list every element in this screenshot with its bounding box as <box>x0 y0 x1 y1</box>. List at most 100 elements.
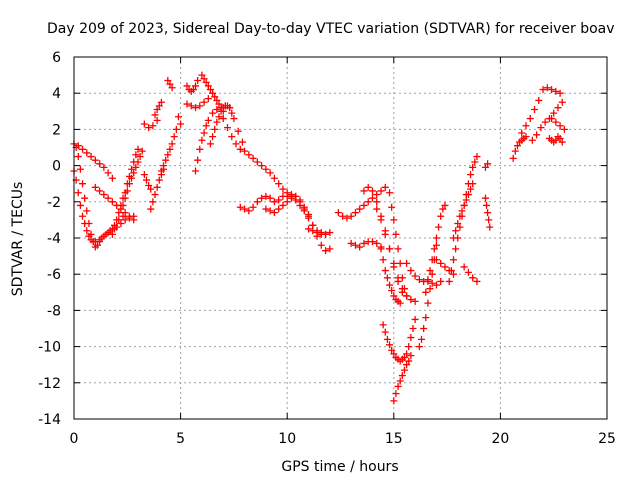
data-point-track-h-2 <box>149 122 157 130</box>
data-point-track-z-0 <box>373 205 381 213</box>
series-track-m <box>174 113 185 128</box>
data-point-track-ar-0 <box>548 115 556 123</box>
data-point-track-aj-1 <box>452 227 460 235</box>
data-point-track-ar-3 <box>560 125 568 133</box>
data-point-track-y-3 <box>373 198 381 206</box>
data-point-track-d-1 <box>96 187 104 195</box>
data-point-track-t-1 <box>241 205 249 213</box>
data-point-track-n-3 <box>189 86 197 94</box>
data-point-track-u-6 <box>287 194 295 202</box>
data-point-track-an-0 <box>509 154 517 162</box>
data-point-track-aj-3 <box>456 212 464 220</box>
data-point-track-t-9 <box>275 196 283 204</box>
series-track-ag <box>422 201 449 296</box>
data-point-track-ao-0 <box>518 129 526 137</box>
data-point-track-ab-4 <box>394 245 402 253</box>
series-track-b <box>70 167 138 246</box>
y-tick-label-0: 0 <box>52 159 61 175</box>
data-point-track-ak-1 <box>464 268 472 276</box>
data-point-track-ai-5 <box>456 223 464 231</box>
series-track-f <box>119 147 146 209</box>
series-track-ao <box>518 84 564 137</box>
data-point-track-ae-7 <box>432 281 440 289</box>
data-point-track-w-6 <box>360 201 368 209</box>
data-point-track-z-8 <box>407 296 415 304</box>
data-point-track-x-6 <box>373 239 381 247</box>
data-point-track-o-3 <box>196 102 204 110</box>
data-point-track-ab-1 <box>388 203 396 211</box>
data-point-track-c-6 <box>100 163 108 171</box>
y-tick-label-4: 4 <box>52 86 61 102</box>
data-point-track-aa-9 <box>396 299 404 307</box>
series-track-x <box>347 238 385 251</box>
data-point-track-ac-1 <box>392 390 400 398</box>
data-point-track-s-6 <box>245 151 253 159</box>
data-point-track-ai-2 <box>449 256 457 264</box>
data-point-track-l-2 <box>168 84 176 92</box>
data-point-track-ae-0 <box>403 259 411 267</box>
data-point-track-x-5 <box>368 238 376 246</box>
data-point-track-ai-12 <box>471 158 479 166</box>
data-point-track-c-1 <box>79 145 87 153</box>
series-track-w <box>334 183 389 222</box>
x-tick-label-20: 20 <box>491 431 509 447</box>
data-point-track-p-3 <box>198 136 206 144</box>
data-point-track-p-7 <box>209 109 217 117</box>
data-point-track-m-0 <box>174 113 182 121</box>
data-point-track-u-14 <box>322 247 330 255</box>
data-point-track-ap-3 <box>541 118 549 126</box>
series-track-al <box>481 194 494 231</box>
data-point-track-u-9 <box>300 203 308 211</box>
data-point-track-ao-3 <box>531 105 539 113</box>
data-point-track-e-12 <box>134 145 142 153</box>
data-point-track-al-2 <box>484 209 492 217</box>
data-point-track-s-7 <box>249 154 257 162</box>
data-point-track-t-4 <box>253 198 261 206</box>
data-point-track-ab-8 <box>403 292 411 300</box>
series-track-l <box>164 77 176 92</box>
data-point-track-aa-4 <box>386 281 394 289</box>
data-point-track-v-0 <box>305 225 313 233</box>
data-point-track-y-1 <box>364 183 372 191</box>
data-point-track-q-7 <box>213 96 221 104</box>
data-point-track-ad-5 <box>390 350 398 358</box>
data-point-track-b-6 <box>83 227 91 235</box>
data-point-track-aa-5 <box>388 286 396 294</box>
data-point-track-ap-0 <box>528 136 536 144</box>
data-point-track-g-0 <box>140 171 148 179</box>
data-point-track-h-3 <box>153 116 161 124</box>
data-point-track-ag-5 <box>432 234 440 242</box>
data-point-track-g-2 <box>145 182 153 190</box>
data-point-track-c-8 <box>108 174 116 182</box>
series-track-an <box>509 133 530 162</box>
data-point-track-ak-2 <box>469 274 477 282</box>
data-point-track-t-3 <box>249 203 257 211</box>
data-point-track-x-2 <box>356 243 364 251</box>
y-tick-label--8: -8 <box>47 303 61 319</box>
data-point-track-u-13 <box>317 241 325 249</box>
data-point-track-o-4 <box>200 98 208 106</box>
data-point-track-z-9 <box>411 297 419 305</box>
data-point-track-ag-1 <box>424 277 432 285</box>
data-point-track-af-1 <box>418 335 426 343</box>
data-point-track-ap-6 <box>554 104 562 112</box>
data-point-track-r-9 <box>226 104 234 112</box>
data-point-track-i-2 <box>151 191 159 199</box>
data-point-track-an-1 <box>511 147 519 155</box>
data-point-track-b-16 <box>117 220 125 228</box>
data-point-track-aa-3 <box>383 274 391 282</box>
data-point-track-ah-1 <box>437 259 445 267</box>
data-point-track-s-0 <box>219 115 227 123</box>
data-point-track-ag-7 <box>437 212 445 220</box>
data-point-track-ao-5 <box>539 86 547 94</box>
data-point-track-p-5 <box>202 122 210 130</box>
data-point-track-ah-2 <box>441 263 449 271</box>
data-point-track-am-1 <box>484 160 492 168</box>
data-point-track-ad-12 <box>405 343 413 351</box>
data-point-track-ai-10 <box>467 171 475 179</box>
data-point-track-ag-9 <box>441 201 449 209</box>
data-point-track-aq-3 <box>552 136 560 144</box>
data-point-track-m-1 <box>177 120 185 128</box>
data-point-track-r-1 <box>209 133 217 141</box>
